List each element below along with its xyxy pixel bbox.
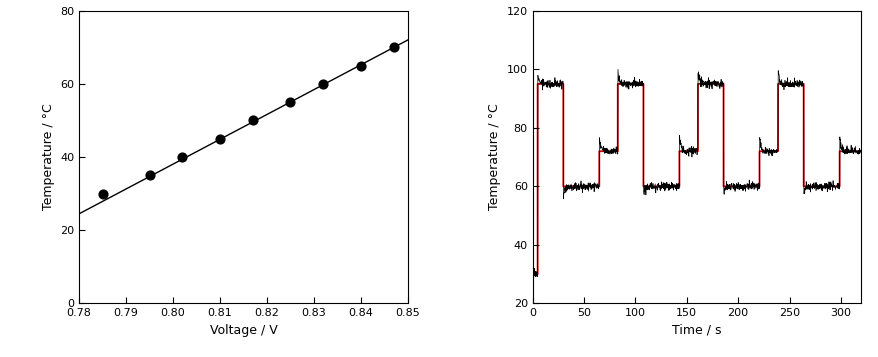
Point [316, 81, 330, 87]
Point [283, 99, 297, 105]
Y-axis label: Temperature / °C: Temperature / °C [41, 104, 54, 211]
X-axis label: Time / s: Time / s [672, 324, 721, 337]
X-axis label: Voltage / V: Voltage / V [209, 324, 277, 337]
Point [142, 172, 156, 178]
Point [354, 63, 368, 69]
Point [176, 154, 190, 160]
Point [386, 45, 400, 50]
Point [212, 136, 227, 142]
Point [246, 118, 260, 124]
Y-axis label: Temperature / °C: Temperature / °C [487, 104, 500, 211]
Point [96, 191, 110, 196]
